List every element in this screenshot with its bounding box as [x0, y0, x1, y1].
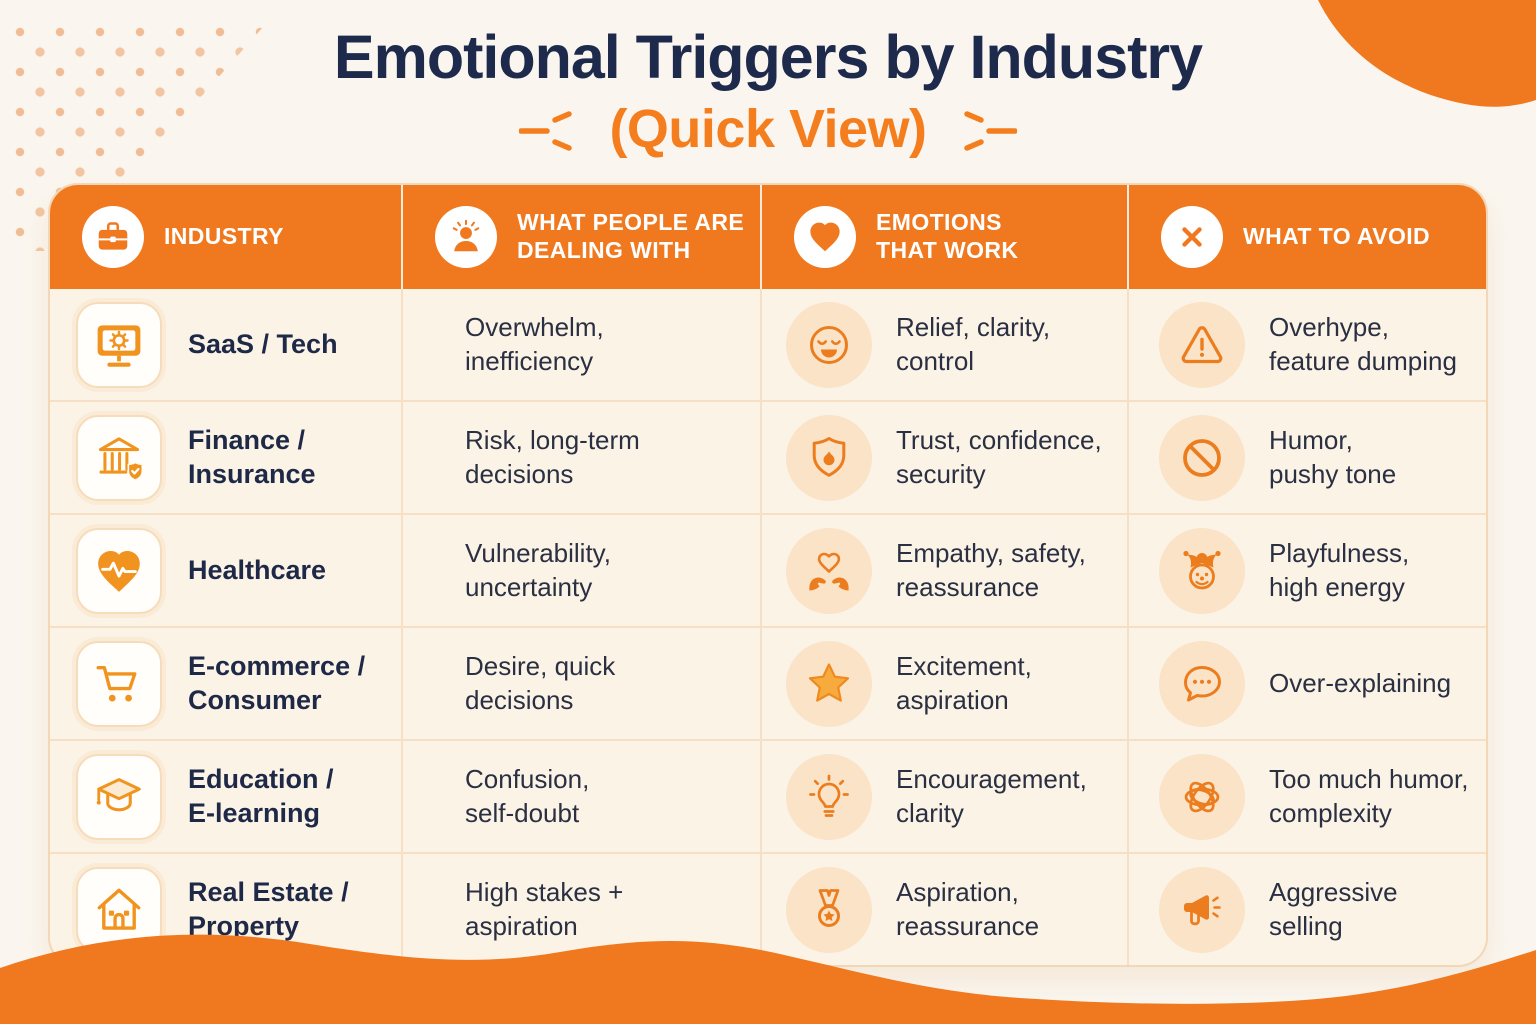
- stressed-person-icon: [435, 206, 498, 268]
- emotions-text: Excitement, aspiration: [896, 650, 1032, 715]
- table-row: Healthcare Vulnerability, uncertainty Em…: [50, 513, 1486, 626]
- industry-label: Finance / Insurance: [188, 424, 316, 489]
- hands-heart-icon: [786, 527, 873, 614]
- emotions-text: Encouragement, clarity: [896, 763, 1087, 828]
- industry-cell: Healthcare: [50, 515, 401, 626]
- industry-cell: SaaS / Tech: [50, 289, 401, 400]
- megaphone-icon: [1159, 866, 1245, 953]
- dealing-with-text: High stakes + aspiration: [465, 876, 624, 941]
- emotions-text: Empathy, safety, reassurance: [896, 537, 1086, 602]
- dealing-with-cell: Vulnerability, uncertainty: [401, 515, 760, 626]
- column-header-label: INDUSTRY: [164, 223, 284, 250]
- avoid-cell: Overhype, feature dumping: [1127, 289, 1486, 400]
- avoid-cell: Aggressive selling: [1127, 854, 1486, 965]
- graduation-cap-icon: [76, 753, 162, 840]
- monitor-gear-icon: [76, 301, 162, 388]
- emotions-text: Relief, clarity, control: [896, 311, 1051, 376]
- avoid-text: Humor, pushy tone: [1269, 424, 1397, 489]
- column-header-label: WHAT PEOPLE ARE DEALING WITH: [517, 209, 745, 263]
- table-row: E-commerce / Consumer Desire, quick deci…: [50, 626, 1486, 739]
- relieved-face-icon: [786, 301, 873, 388]
- dealing-with-cell: Overwhelm, inefficiency: [401, 289, 760, 400]
- industry-cell: Education / E-learning: [50, 741, 401, 852]
- avoid-cell: Over-explaining: [1127, 628, 1486, 739]
- avoid-cell: Humor, pushy tone: [1127, 402, 1486, 513]
- dealing-with-text: Desire, quick decisions: [465, 650, 616, 715]
- dealing-with-text: Risk, long-term decisions: [465, 424, 640, 489]
- table-header-row: INDUSTRY WHAT PEOPLE ARE DEALING WITH EM…: [50, 185, 1486, 289]
- dealing-with-cell: Risk, long-term decisions: [401, 402, 760, 513]
- emotional-triggers-table: INDUSTRY WHAT PEOPLE ARE DEALING WITH EM…: [48, 183, 1488, 967]
- dealing-with-text: Vulnerability, uncertainty: [465, 537, 611, 602]
- column-header: EMOTIONS THAT WORK: [760, 185, 1127, 289]
- industry-label: SaaS / Tech: [188, 328, 338, 359]
- emotions-cell: Trust, confidence, security: [760, 402, 1127, 513]
- no-entry-icon: [1159, 414, 1245, 501]
- tangle-icon: [1159, 753, 1245, 840]
- subtitle-row: (Quick View): [0, 98, 1536, 160]
- column-header: INDUSTRY: [50, 185, 401, 289]
- dealing-with-cell: Confusion, self-doubt: [401, 741, 760, 852]
- lightbulb-icon: [786, 753, 873, 840]
- heart-icon: [794, 206, 857, 268]
- industry-label: Education / E-learning: [188, 763, 334, 828]
- table-row: Finance / Insurance Risk, long-term deci…: [50, 400, 1486, 513]
- corner-blob-decoration: [1318, 0, 1536, 107]
- dealing-with-cell: High stakes + aspiration: [401, 854, 760, 965]
- speech-dots-icon: [1159, 640, 1245, 727]
- avoid-text: Aggressive selling: [1269, 876, 1398, 941]
- emotions-cell: Excitement, aspiration: [760, 628, 1127, 739]
- avoid-cell: Playfulness, high energy: [1127, 515, 1486, 626]
- avoid-text: Overhype, feature dumping: [1269, 311, 1457, 376]
- column-header-label: EMOTIONS THAT WORK: [876, 209, 1019, 263]
- avoid-text: Too much humor, complexity: [1269, 763, 1469, 828]
- industry-label: E-commerce / Consumer: [188, 650, 366, 715]
- table-body: SaaS / Tech Overwhelm, inefficiency Reli…: [50, 289, 1486, 965]
- shield-icon: [786, 414, 873, 501]
- industry-cell: Finance / Insurance: [50, 402, 401, 513]
- industry-label: Real Estate / Property: [188, 876, 349, 941]
- burst-decoration-left: [519, 111, 573, 151]
- burst-decoration-right: [963, 111, 1017, 151]
- table-row: Education / E-learning Confusion, self-d…: [50, 739, 1486, 852]
- column-header: WHAT PEOPLE ARE DEALING WITH: [401, 185, 760, 289]
- emotions-cell: Empathy, safety, reassurance: [760, 515, 1127, 626]
- avoid-cell: Too much humor, complexity: [1127, 741, 1486, 852]
- dealing-with-cell: Desire, quick decisions: [401, 628, 760, 739]
- column-header: WHAT TO AVOID: [1127, 185, 1486, 289]
- page-subtitle: (Quick View): [609, 99, 927, 159]
- avoid-text: Playfulness, high energy: [1269, 537, 1410, 602]
- table-row: Real Estate / Property High stakes + asp…: [50, 852, 1486, 965]
- dealing-with-text: Overwhelm, inefficiency: [465, 311, 604, 376]
- emotions-text: Aspiration, reassurance: [896, 876, 1040, 941]
- briefcase-icon: [82, 206, 144, 268]
- industry-label: Healthcare: [188, 554, 327, 585]
- jester-icon: [1159, 527, 1245, 614]
- warning-triangle-icon: [1159, 301, 1245, 388]
- x-icon: [1161, 206, 1223, 268]
- emotions-cell: Encouragement, clarity: [760, 741, 1127, 852]
- column-header-label: WHAT TO AVOID: [1243, 223, 1431, 250]
- star-icon: [786, 640, 873, 727]
- medal-icon: [786, 866, 873, 953]
- industry-cell: E-commerce / Consumer: [50, 628, 401, 739]
- dealing-with-text: Confusion, self-doubt: [465, 763, 590, 828]
- avoid-text: Over-explaining: [1269, 667, 1452, 698]
- industry-cell: Real Estate / Property: [50, 854, 401, 965]
- emotions-cell: Aspiration, reassurance: [760, 854, 1127, 965]
- page-title: Emotional Triggers by Industry: [333, 23, 1203, 91]
- table-row: SaaS / Tech Overwhelm, inefficiency Reli…: [50, 289, 1486, 400]
- emotions-text: Trust, confidence, security: [896, 424, 1102, 489]
- emotions-cell: Relief, clarity, control: [760, 289, 1127, 400]
- bottom-wave-decoration: [0, 934, 1536, 1024]
- shopping-cart-icon: [76, 640, 162, 727]
- heart-pulse-icon: [76, 527, 162, 614]
- bank-shield-icon: [76, 414, 162, 501]
